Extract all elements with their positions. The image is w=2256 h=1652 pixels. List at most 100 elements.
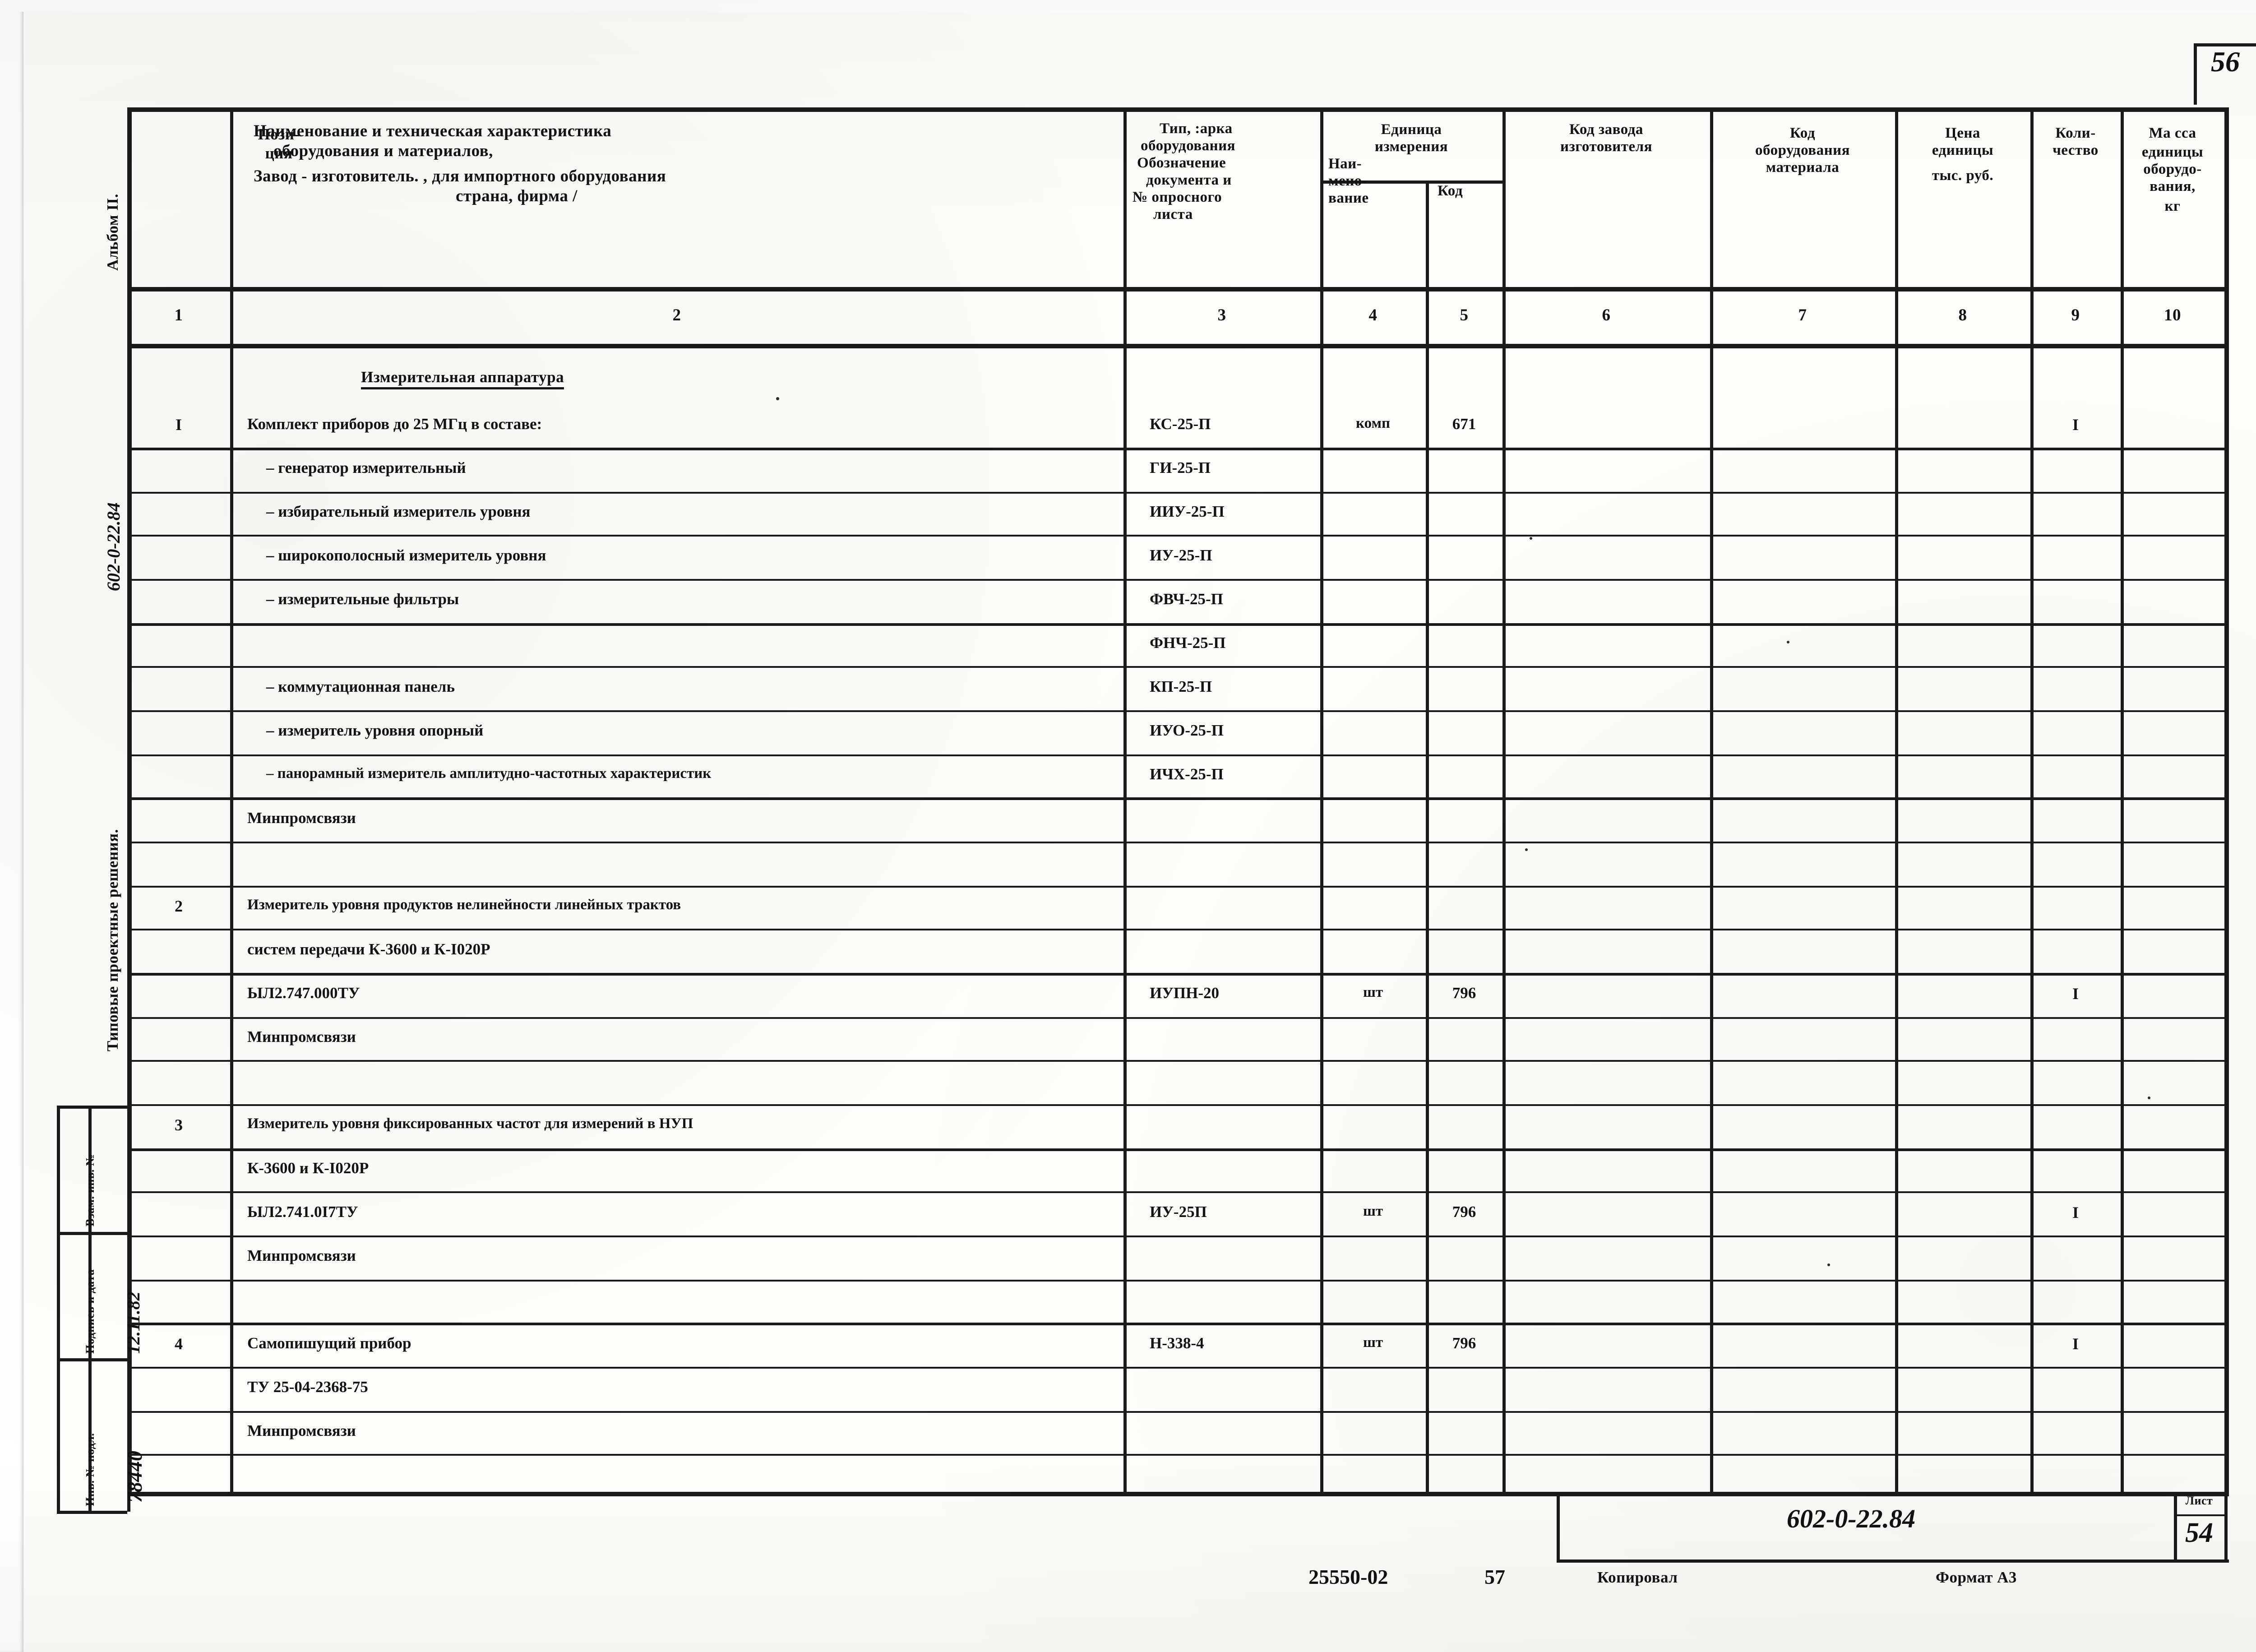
table-left-border [127,107,132,1494]
row-name: систем передачи К-3600 и К-I020Р [247,940,490,958]
header-9-line-2: чество [2053,142,2099,158]
colnum-4: 4 [1368,306,1378,324]
row-qty: I [2072,416,2079,434]
header-7-line-3: материала [1766,159,1840,176]
stamp-code: 602-0-22.84 [1787,1504,1916,1533]
row-separator [127,448,2229,450]
row-name: ЫЛ2.747.000ТУ [247,984,360,1002]
row-position: 3 [175,1116,183,1134]
header-3-line-3: Обозначение [1137,155,1226,171]
row-name: Самопишущий прибор [247,1334,411,1352]
header-9-line-1: Коли- [2055,125,2096,141]
header-6-line-1: Код завода [1569,121,1643,138]
header-3-line-5: № опросного [1133,189,1222,205]
section-title: Измерительная аппаратура [361,369,564,389]
header-4-line-1: Наи- [1328,156,1362,172]
row-separator [127,666,2229,668]
unit-subheader-line [1320,180,1502,184]
stamp-mid-border [88,1106,92,1512]
col-sep-5 [1502,107,1506,1494]
header-2-line-4: страна, фирма / [456,187,578,205]
colnum-9: 9 [2071,306,2080,324]
bottom-stamp-top [1557,1492,2229,1495]
scan-speck [2148,1097,2150,1099]
scan-speck [1525,848,1528,851]
row-name: – коммутационная панель [266,678,455,695]
row-name: ТУ 25-04-2368-75 [247,1378,368,1396]
header-10-line-4: вания, [2150,178,2196,194]
bottom-stamp-bottom [1557,1559,2229,1563]
header-bottom-border [127,287,2229,292]
row-separator [127,842,2229,843]
row-code: 671 [1452,415,1476,433]
table-bottom-border [127,1492,2229,1496]
header-10-line-2: единицы [2141,144,2204,160]
row-position: 2 [175,897,183,915]
sheet-number: 54 [2185,1518,2213,1548]
row-type: КС-25-П [1150,415,1211,433]
corner-box-top-line [2194,43,2256,46]
row-name: К-3600 и К-I020Р [247,1159,369,1177]
vertical-code: 602-0-22.84 [103,502,124,591]
row-name: Минпромсвязи [247,1422,356,1439]
row-separator [127,1236,2229,1237]
row-type: ГИ-25-П [1150,459,1211,477]
footer-format: Формат А3 [1936,1569,2017,1586]
header-8-line-1: Цена [1945,125,1980,141]
row-unit: шт [1363,984,1383,1000]
row-unit: комп [1356,415,1390,431]
header-3-line-4: документа и [1146,172,1232,188]
scan-speck [776,397,779,400]
header-unit-group-2: измерения [1374,139,1448,155]
header-2-line-2: оборудования и материалов, [273,142,493,160]
row-type: ИУПН-20 [1150,984,1220,1002]
colnum-8: 8 [1958,306,1967,324]
row-separator [127,1104,2229,1106]
header-5-line-1: Код [1438,183,1463,199]
stamp-label-0: Взам. инв. № [83,1154,97,1226]
header-10-line-5: кг [2164,198,2181,214]
header-8-line-2: единицы [1932,142,1994,158]
row-name: Минпромсвязи [247,1247,356,1264]
colnum-3: 3 [1217,306,1226,324]
row-code: 796 [1452,984,1476,1002]
corner-box-left-line [2194,43,2197,105]
stamp-label-1: Подпись и дата [83,1269,97,1354]
stamp-left-border [57,1106,60,1512]
stamp-row-line-0 [57,1106,127,1109]
scan-speck [1827,1263,1830,1266]
row-unit: шт [1363,1203,1383,1219]
scan-speck [1787,641,1789,643]
row-separator [127,973,2229,976]
row-separator [127,886,2229,888]
header-10-line-1: Ма сса [2149,125,2196,141]
footer-left-page: 57 [1484,1565,1505,1588]
row-type: ФНЧ-25-П [1150,634,1226,652]
header-1-line-1: Пози- [258,125,300,143]
row-separator [127,1323,2229,1325]
header-1-line-2: ция [265,144,293,162]
row-name: Измеритель уровня продуктов нелинейности… [247,897,681,913]
header-8-line-3: тыс. руб. [1932,167,1994,184]
col-sep-6 [1710,107,1713,1494]
row-type: Н-338-4 [1150,1334,1204,1352]
stamp-right-border [127,1106,130,1512]
colnum-row-border [127,344,2229,348]
header-unit-group-1: Единица [1381,121,1442,138]
row-qty: I [2072,1335,2079,1353]
row-separator [127,1191,2229,1193]
stamp-row-line-1 [57,1232,127,1235]
header-4-line-3: вание [1328,190,1369,206]
col-sep-9 [2121,107,2124,1494]
header-10-line-3: оборудо- [2143,161,2202,177]
stamp-row-line-3 [57,1511,127,1514]
row-separator [127,1060,2229,1062]
row-separator [127,535,2229,537]
row-separator [127,1454,2229,1456]
scan-speck [1530,537,1532,540]
row-unit: шт [1363,1334,1383,1351]
colnum-6: 6 [1602,306,1611,324]
col-sep-4 [1426,180,1429,1494]
colnum-1: 1 [174,306,183,324]
row-type: КП-25-П [1150,678,1212,695]
